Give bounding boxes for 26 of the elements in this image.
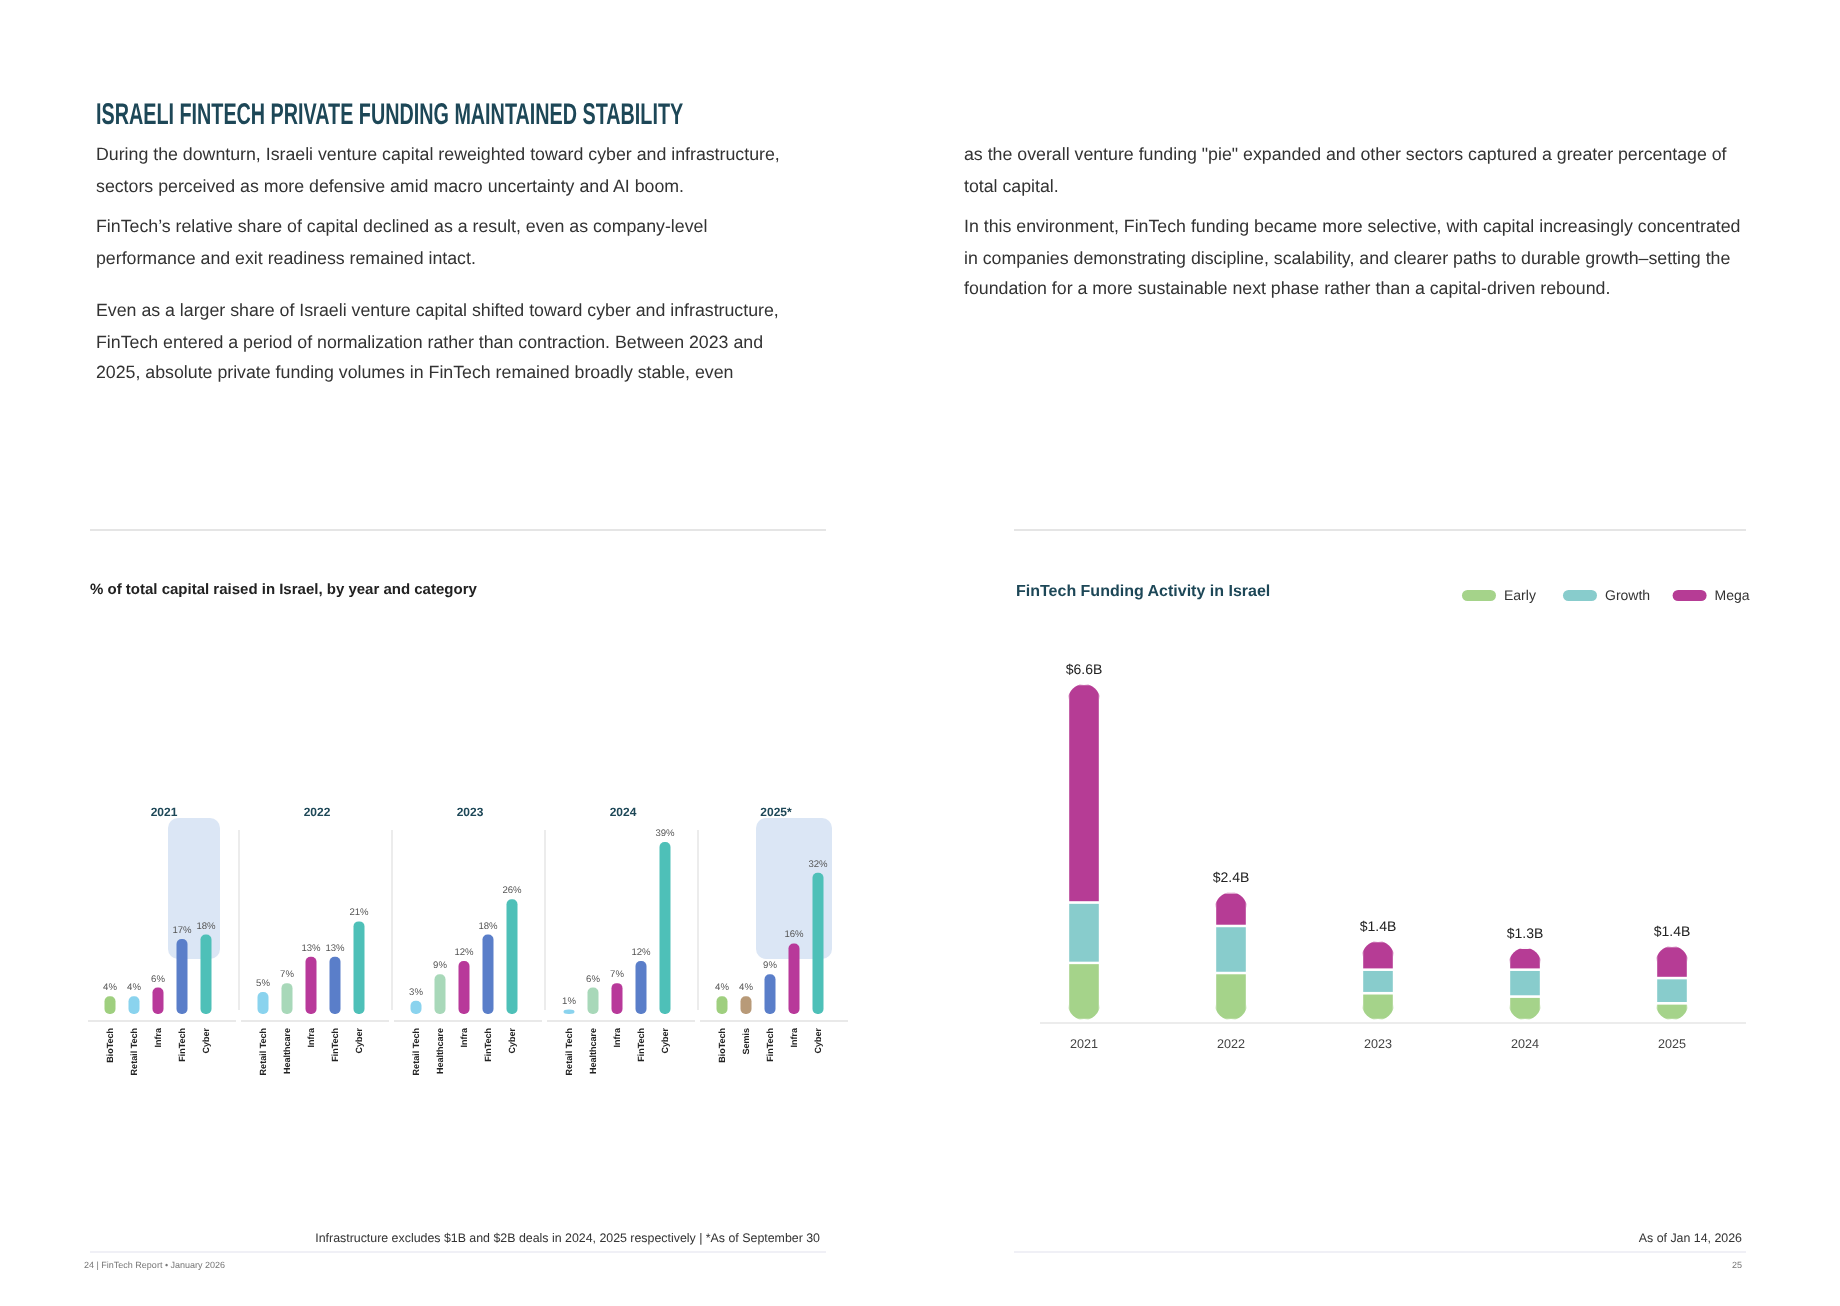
bar	[788, 943, 800, 1014]
bar	[611, 983, 623, 1014]
chart-title: FinTech Funding Activity in Israel	[1016, 582, 1271, 600]
text: as the overall venture funding "pie" expanded and other sectors captured a greater percentage of total capital.	[964, 142, 1729, 200]
bar	[434, 974, 446, 1014]
bar	[200, 934, 212, 1014]
text: Even as a larger share of Israeli venture capital shifted toward cyber and infrastructure, FinTech entered a period of normalization rather than contraction. Between 2023 and 2025, absolute private funding volumes in FinTech remained broadly stable, even	[96, 298, 781, 386]
bar	[458, 961, 470, 1014]
bar	[152, 987, 164, 1014]
bar	[176, 939, 188, 1014]
bar	[587, 987, 599, 1014]
bar	[812, 872, 824, 1014]
text: FinTech’s relative share of capital declined as a result, even as company-level performance and exit readiness remained intact.	[96, 214, 710, 272]
bar	[764, 974, 776, 1014]
bar	[281, 983, 293, 1014]
bar	[329, 956, 341, 1014]
bar	[305, 956, 317, 1014]
bar	[635, 961, 647, 1014]
bar	[659, 842, 671, 1014]
text: In this environment, FinTech funding became more selective, with capital increasingly concentrated in companies demonstrating discipline, scalability, and clearer paths to durable growth–setting the foundation for a more sustainable next phase rather than a capital-driven rebound.	[964, 214, 1743, 302]
bar	[257, 991, 269, 1014]
bar	[353, 921, 365, 1014]
bar	[506, 899, 518, 1014]
bar	[482, 934, 494, 1014]
text: ISRAELI FINTECH PRIVATE FUNDING MAINTAINED STABILITY	[96, 98, 684, 132]
text: During the downturn, Israeli venture capital reweighted toward cyber and infrastructure, sectors perceived as more defensive amid macro uncertainty and AI boom.	[96, 142, 782, 200]
